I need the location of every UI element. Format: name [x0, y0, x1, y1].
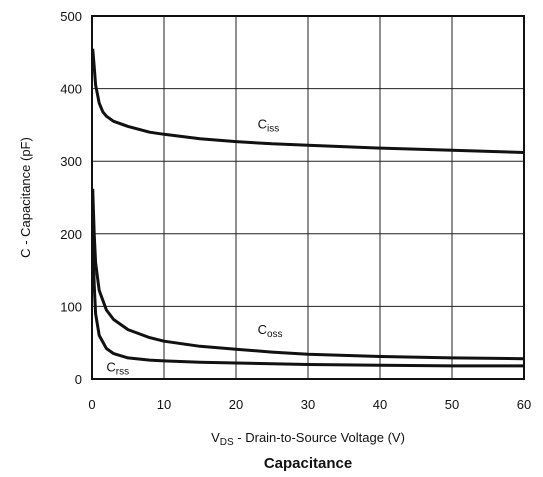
chart-title: Capacitance: [264, 455, 352, 472]
series-label-coss: Coss: [258, 322, 283, 340]
series-line-coss: [91, 188, 525, 361]
y-tick-label: 300: [60, 154, 82, 169]
y-tick-label: 500: [60, 9, 82, 24]
series-line-crss: [91, 237, 524, 368]
x-tick-label: 10: [157, 397, 171, 412]
x-tick-label: 20: [229, 397, 243, 412]
plot-frame: [91, 15, 525, 380]
x-tick-label: 50: [445, 397, 459, 412]
x-tick-label: 30: [301, 397, 315, 412]
grid-lines: [92, 16, 524, 379]
y-tick-labels: 0 100 200 300 400 500: [60, 9, 82, 387]
series-curves: [91, 48, 525, 368]
x-tick-label: 40: [373, 397, 387, 412]
y-tick-label: 400: [60, 82, 82, 97]
x-tick-label: 0: [88, 397, 95, 412]
series-label-ciss: Ciss: [258, 117, 280, 135]
series-line-ciss: [91, 48, 525, 154]
series-label-crss: Crss: [106, 360, 129, 378]
y-tick-label: 100: [60, 299, 82, 314]
x-tick-labels: 0 10 20 30 40 50 60: [88, 397, 531, 412]
y-tick-label: 200: [60, 227, 82, 242]
y-tick-label: 0: [75, 372, 82, 387]
x-tick-label: 60: [517, 397, 531, 412]
series-labels: Ciss Coss Crss: [106, 117, 282, 378]
x-axis-label: VDS - Drain-to-Source Voltage (V): [211, 430, 405, 448]
y-axis-label: C - Capacitance (pF): [18, 137, 33, 258]
